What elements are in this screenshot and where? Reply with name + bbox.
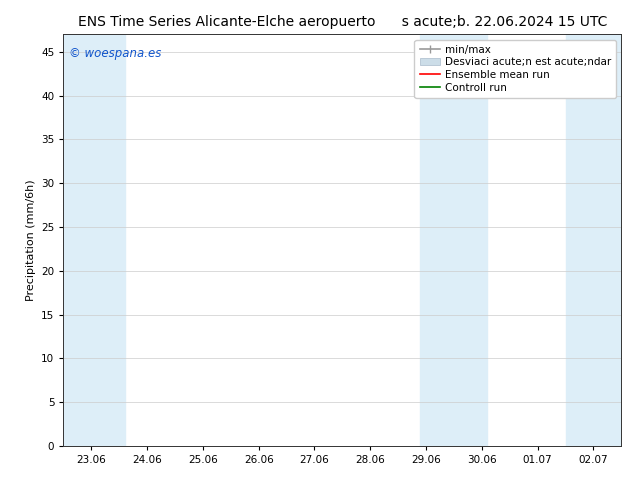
Y-axis label: Precipitation (mm/6h): Precipitation (mm/6h) <box>25 179 36 301</box>
Legend: min/max, Desviaci acute;n est acute;ndar, Ensemble mean run, Controll run: min/max, Desviaci acute;n est acute;ndar… <box>415 40 616 98</box>
Title: ENS Time Series Alicante-Elche aeropuerto      s acute;b. 22.06.2024 15 UTC: ENS Time Series Alicante-Elche aeropuert… <box>78 15 607 29</box>
Text: © woespana.es: © woespana.es <box>69 47 162 60</box>
Bar <box>420 34 488 446</box>
Bar <box>566 34 621 446</box>
Bar <box>63 34 125 446</box>
